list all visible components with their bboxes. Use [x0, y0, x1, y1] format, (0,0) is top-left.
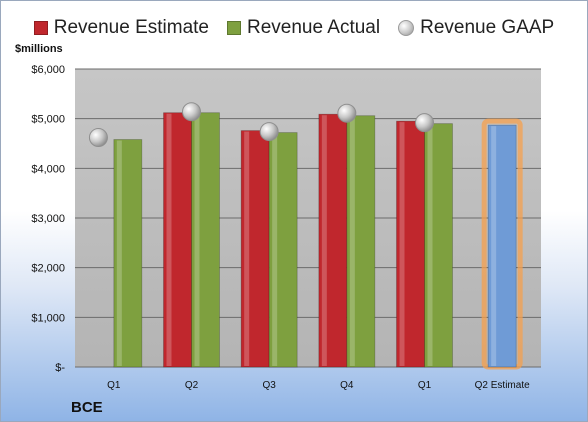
legend-label-estimate: Revenue Estimate — [53, 17, 209, 38]
legend-label-gaap: Revenue GAAP — [420, 17, 555, 38]
bar-revenue-actual — [113, 139, 143, 368]
x-tick-label: Q4 — [340, 380, 354, 391]
y-tick-label: $5,000 — [31, 114, 65, 126]
x-tick-label: Q2 Estimate — [475, 380, 530, 391]
legend-item-gaap: Revenue GAAP — [398, 17, 554, 39]
point-revenue-gaap — [182, 102, 201, 122]
y-axis-unit-label: $millions — [15, 43, 63, 55]
bar-revenue-actual-shine — [349, 116, 355, 366]
point-revenue-gaap — [88, 128, 108, 148]
bar-revenue-estimate-shine — [399, 122, 405, 367]
bar-revenue-actual-shine — [427, 124, 433, 366]
legend-swatch-gaap — [398, 20, 415, 36]
point-revenue-gaap — [337, 103, 357, 123]
y-tick-label: $3,000 — [31, 213, 65, 225]
y-tick-label: $1,000 — [31, 312, 65, 324]
point-revenue-gaap — [415, 113, 434, 133]
x-tick-label: Q1 — [107, 380, 121, 391]
company-label: BCE — [71, 399, 103, 416]
point-revenue-gaap — [259, 122, 279, 142]
bar-revenue-actual — [424, 123, 453, 368]
bar-revenue-actual-shine — [194, 113, 200, 366]
legend-swatch-actual — [227, 21, 241, 35]
y-tick-label: $6,000 — [31, 64, 65, 76]
bar-revenue-actual — [191, 112, 220, 368]
legend-item-actual: Revenue Actual — [227, 17, 380, 39]
bar-revenue-estimate-shine — [244, 131, 250, 366]
legend-item-estimate: Revenue Estimate — [33, 17, 209, 39]
chart-legend: Revenue Estimate Revenue Actual Revenue … — [1, 15, 587, 41]
x-tick-label: Q1 — [418, 380, 432, 391]
bar-revenue-actual — [268, 132, 298, 368]
y-tick-label: $4,000 — [31, 163, 65, 175]
y-tick-label: $- — [55, 362, 65, 374]
bar-revenue-estimate-shine — [166, 113, 172, 366]
y-tick-label: $2,000 — [31, 263, 65, 275]
legend-swatch-estimate — [33, 21, 48, 35]
bar-revenue-estimate-shine — [321, 115, 327, 367]
x-tick-label: Q3 — [262, 380, 276, 391]
bar-revenue-estimate — [240, 130, 270, 368]
bar-revenue-actual-shine — [272, 133, 278, 366]
bar-revenue-estimate — [318, 113, 348, 368]
bar-revenue-estimate-forecast — [487, 124, 517, 368]
x-tick-label: Q2 — [185, 380, 199, 391]
legend-label-actual: Revenue Actual — [247, 17, 381, 38]
bar-revenue-actual-shine — [116, 140, 122, 366]
bar-revenue-actual — [346, 115, 376, 368]
bar-revenue-estimate-forecast-shine — [491, 126, 497, 366]
bar-revenue-estimate — [396, 120, 425, 368]
